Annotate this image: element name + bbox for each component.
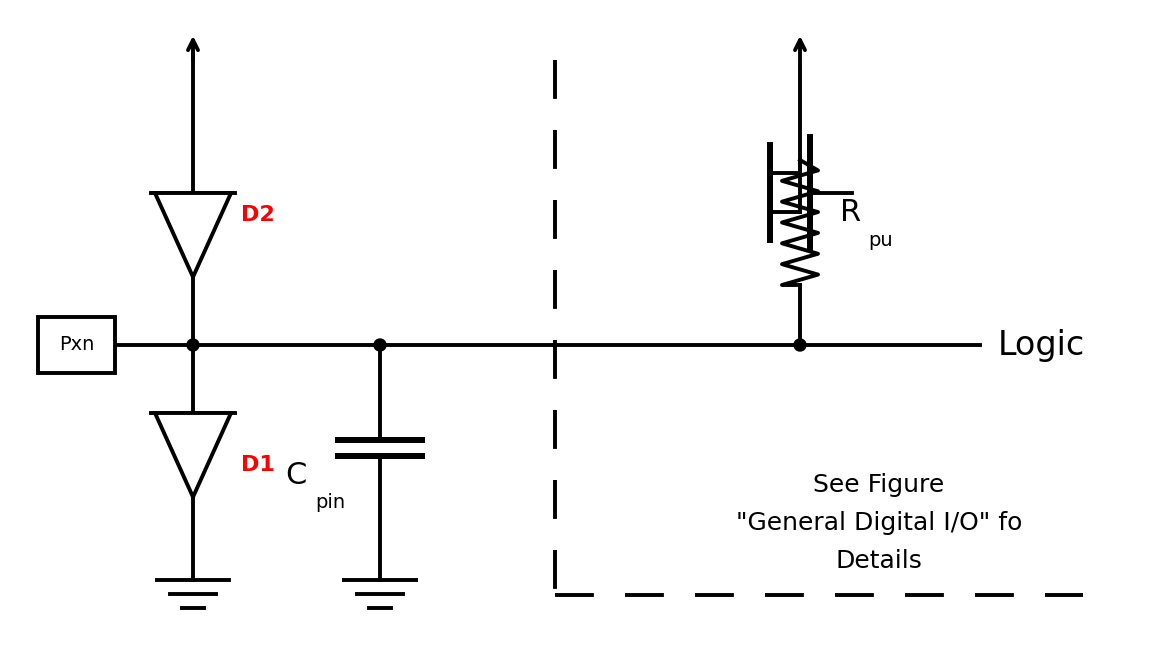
Text: C: C [285, 460, 306, 489]
Text: See Figure: See Figure [813, 473, 944, 497]
Text: pin: pin [315, 493, 345, 512]
Text: pu: pu [868, 230, 893, 249]
Text: "General Digital I/O" fo: "General Digital I/O" fo [736, 511, 1022, 535]
Circle shape [794, 339, 806, 351]
Circle shape [374, 339, 386, 351]
Text: Pxn: Pxn [59, 335, 94, 355]
Text: R: R [840, 198, 862, 227]
Text: D1: D1 [241, 455, 274, 475]
Circle shape [187, 339, 199, 351]
Text: Logic: Logic [998, 329, 1085, 362]
Text: Details: Details [835, 549, 922, 573]
Text: D2: D2 [241, 205, 274, 225]
Polygon shape [155, 193, 231, 277]
Polygon shape [155, 413, 231, 497]
Bar [38, 317, 115, 373]
